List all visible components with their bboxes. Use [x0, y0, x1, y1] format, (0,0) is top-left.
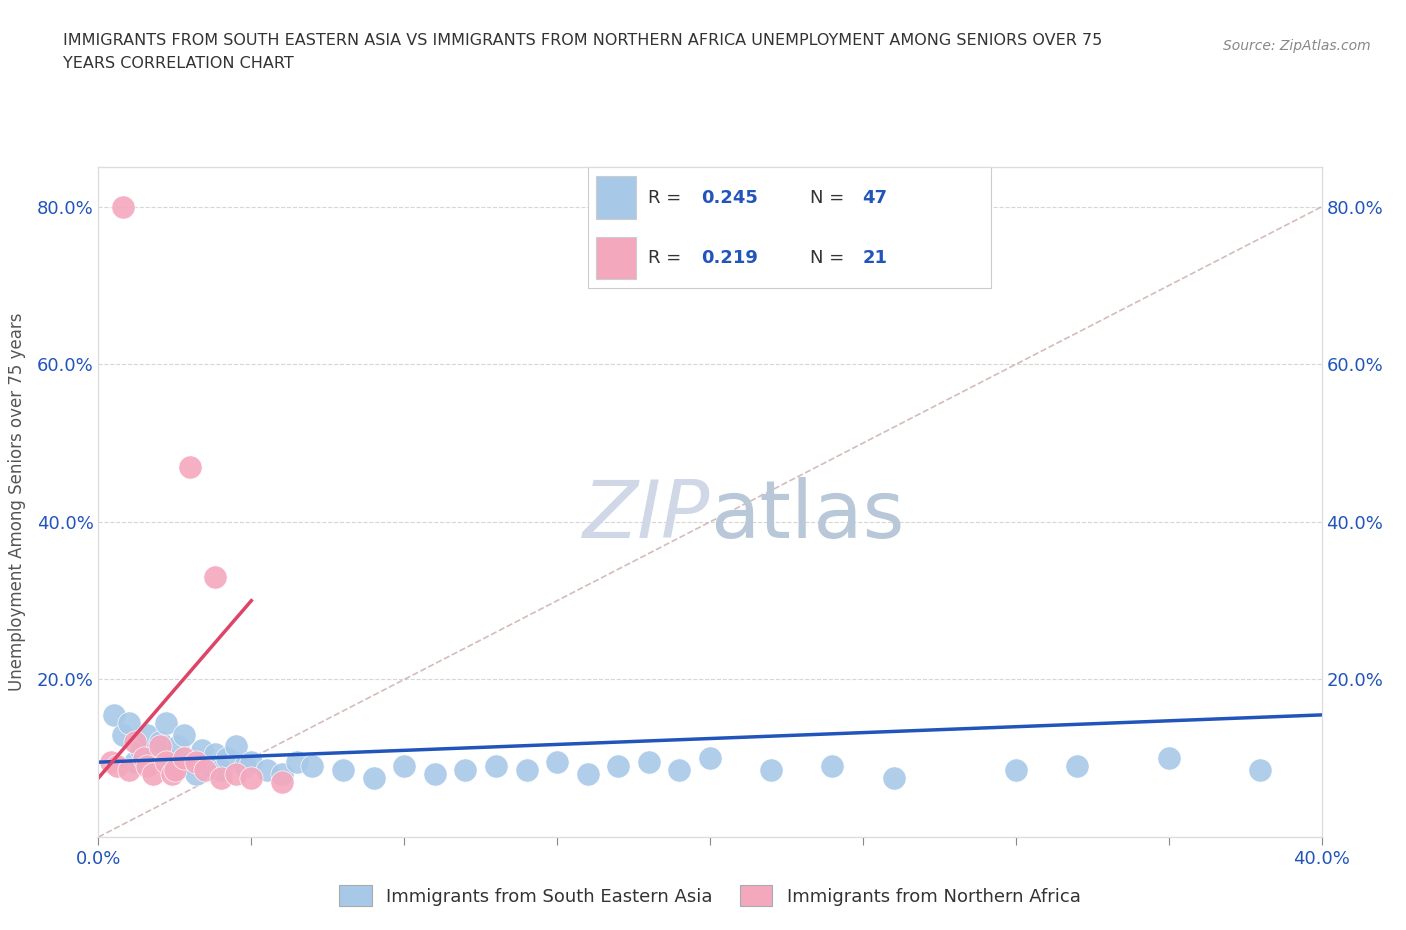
- Point: [111, 727, 134, 742]
- Point: [186, 755, 208, 770]
- Point: [1157, 751, 1180, 765]
- Point: [209, 763, 232, 777]
- Point: [167, 739, 190, 754]
- Point: [546, 755, 568, 770]
- Point: [134, 751, 156, 765]
- Point: [149, 735, 172, 750]
- Point: [240, 755, 263, 770]
- Point: [191, 743, 214, 758]
- Point: [163, 763, 186, 777]
- Point: [186, 766, 208, 781]
- Point: [204, 569, 226, 584]
- Point: [209, 770, 232, 785]
- Point: [173, 751, 195, 765]
- Point: [759, 763, 782, 777]
- Point: [136, 727, 159, 742]
- Point: [883, 770, 905, 785]
- Point: [194, 763, 217, 777]
- Point: [485, 759, 508, 774]
- Point: [821, 759, 844, 774]
- Point: [699, 751, 721, 765]
- Point: [124, 755, 146, 770]
- Point: [136, 759, 159, 774]
- Point: [392, 759, 416, 774]
- Point: [233, 759, 256, 774]
- Legend: Immigrants from South Eastern Asia, Immigrants from Northern Africa: Immigrants from South Eastern Asia, Immi…: [330, 876, 1090, 915]
- Point: [118, 763, 141, 777]
- Point: [160, 766, 183, 781]
- Point: [301, 759, 323, 774]
- Point: [142, 751, 165, 765]
- Point: [111, 199, 134, 214]
- Point: [155, 755, 177, 770]
- Point: [163, 763, 186, 777]
- Point: [516, 763, 538, 777]
- Point: [173, 727, 195, 742]
- Point: [204, 747, 226, 762]
- Point: [332, 763, 354, 777]
- Point: [1004, 763, 1026, 777]
- Point: [240, 770, 263, 785]
- Point: [118, 715, 141, 730]
- Text: IMMIGRANTS FROM SOUTH EASTERN ASIA VS IMMIGRANTS FROM NORTHERN AFRICA UNEMPLOYME: IMMIGRANTS FROM SOUTH EASTERN ASIA VS IM…: [63, 33, 1102, 47]
- Text: Source: ZipAtlas.com: Source: ZipAtlas.com: [1223, 39, 1371, 53]
- Point: [454, 763, 477, 777]
- Point: [124, 735, 146, 750]
- Point: [1249, 763, 1271, 777]
- Point: [607, 759, 630, 774]
- Point: [160, 755, 183, 770]
- Point: [668, 763, 690, 777]
- Point: [179, 755, 201, 770]
- Point: [215, 751, 238, 765]
- Point: [270, 775, 292, 790]
- Point: [149, 739, 172, 754]
- Point: [256, 763, 278, 777]
- Point: [225, 739, 247, 754]
- Text: atlas: atlas: [710, 476, 904, 554]
- Point: [1066, 759, 1088, 774]
- Point: [285, 755, 308, 770]
- Y-axis label: Unemployment Among Seniors over 75 years: Unemployment Among Seniors over 75 years: [7, 313, 25, 691]
- Point: [576, 766, 599, 781]
- Point: [197, 759, 219, 774]
- Text: ZIP: ZIP: [582, 476, 710, 554]
- Point: [363, 770, 385, 785]
- Point: [105, 759, 128, 774]
- Point: [103, 708, 125, 723]
- Point: [142, 766, 165, 781]
- Point: [129, 743, 152, 758]
- Text: YEARS CORRELATION CHART: YEARS CORRELATION CHART: [63, 56, 294, 71]
- Point: [270, 766, 292, 781]
- Point: [155, 715, 177, 730]
- Point: [225, 766, 247, 781]
- Point: [179, 459, 201, 474]
- Point: [423, 766, 446, 781]
- Point: [637, 755, 661, 770]
- Point: [100, 755, 122, 770]
